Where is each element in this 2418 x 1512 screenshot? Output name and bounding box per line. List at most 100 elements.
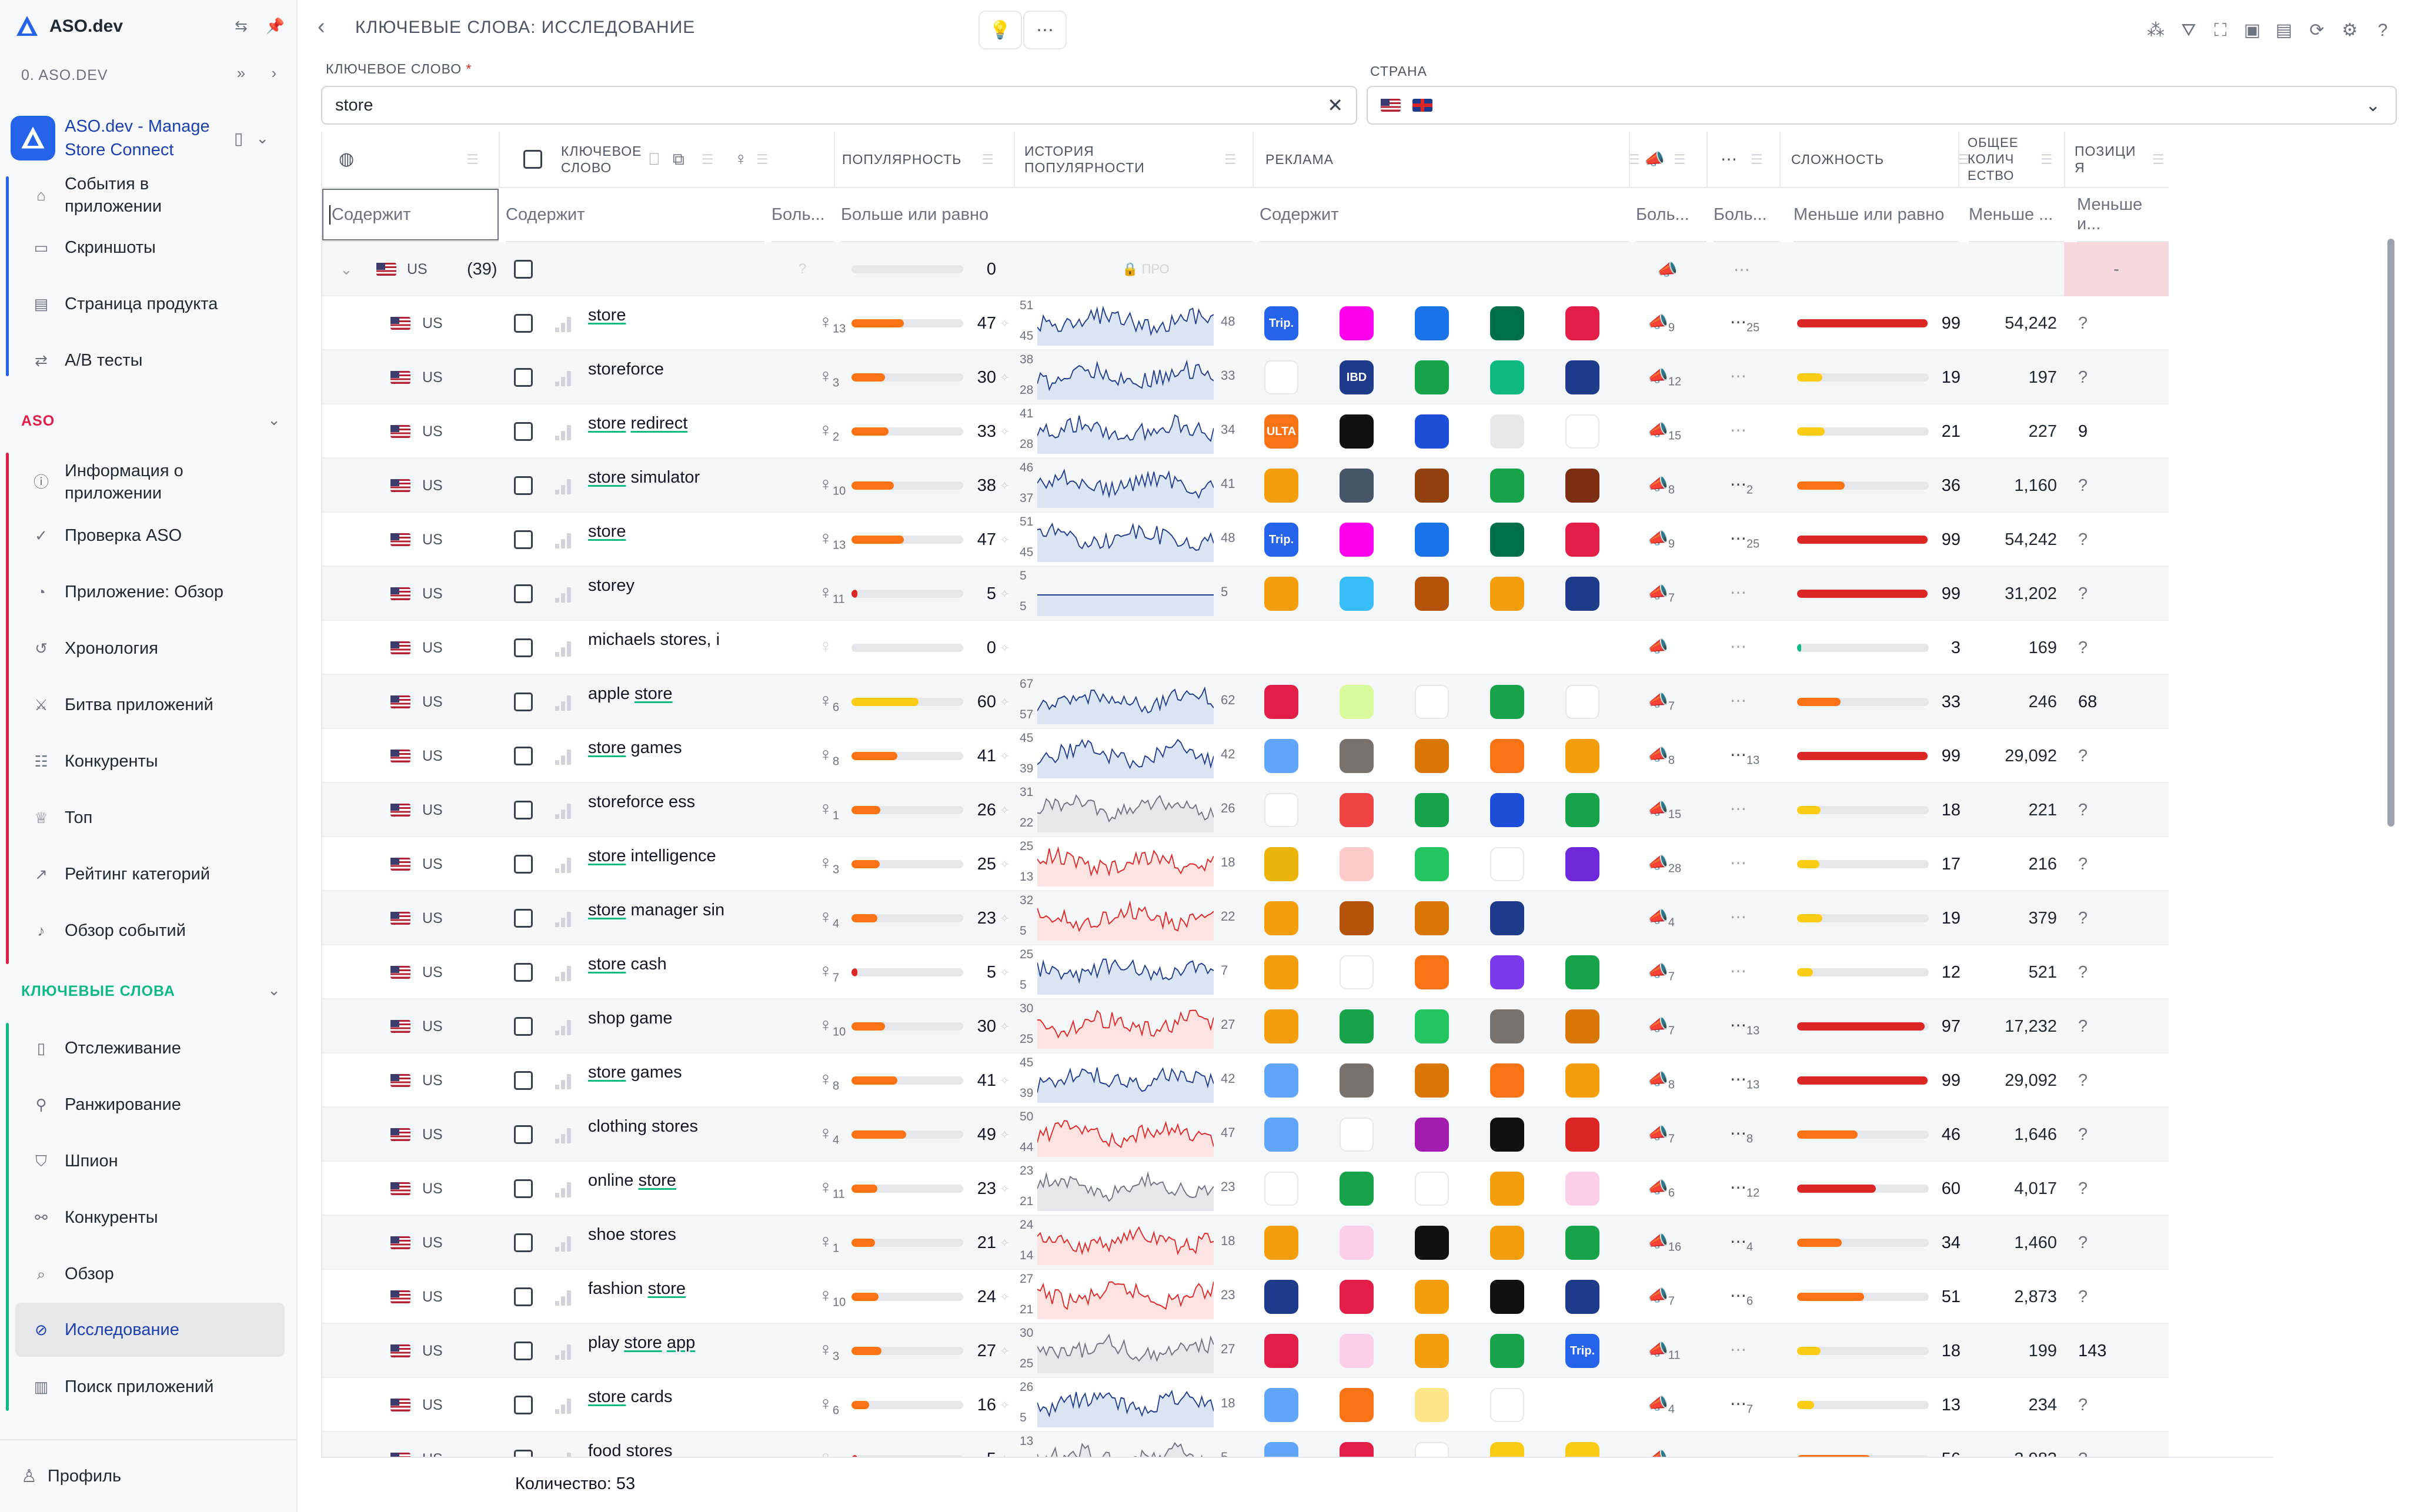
ad-app-icon[interactable] (1264, 469, 1298, 503)
col-total[interactable]: ОБЩЕЕ КОЛИЧ ЕСТВО ☰ (1958, 132, 2064, 188)
table-row[interactable]: US store redirect ♀2 33 ✧ 41 28 34 ULTA 📣15 ⋯ 21… (322, 404, 2169, 459)
more-icon[interactable]: ⋯6 (1730, 1286, 1754, 1308)
more-icon[interactable]: ⋯7 (1730, 1394, 1754, 1416)
table-row[interactable]: US online store ♀11 23 ✧ 23 21 23 📣6 ⋯12 60 4,01… (322, 1162, 2169, 1216)
ad-app-icon[interactable] (1490, 306, 1524, 340)
chevron-down-icon[interactable]: ⌄ (2365, 95, 2380, 115)
table-row[interactable]: US store games ♀8 41 ✧ 45 39 42 📣8 ⋯13 99 29,092… (322, 729, 2169, 783)
row-checkbox-cell[interactable] (514, 621, 533, 675)
ad-app-icon[interactable] (1340, 955, 1374, 989)
section-aso[interactable]: ASO (21, 413, 55, 429)
ad-app-icon[interactable] (1415, 469, 1449, 503)
table-row[interactable]: US shoe stores ♀1 21 ✧ 24 14 18 📣16 ⋯4 34 1,460? (322, 1216, 2169, 1270)
ad-app-icon[interactable] (1415, 1009, 1449, 1043)
ad-app-icon[interactable] (1340, 1118, 1374, 1152)
keyword-text[interactable]: clothing stores (588, 1117, 698, 1136)
ad-app-icon[interactable]: Trip. (1264, 523, 1298, 557)
row-checkbox-cell[interactable] (514, 296, 533, 350)
filter-more[interactable]: Боль... (1714, 188, 1779, 242)
filter-total[interactable]: Меньше ... (1969, 188, 2064, 242)
bulb-icon[interactable]: ♀8 (819, 1068, 840, 1093)
keyword-input[interactable]: store ✕ (321, 86, 1357, 125)
row-checkbox[interactable] (514, 1342, 533, 1360)
ad-app-icon[interactable] (1264, 955, 1298, 989)
ad-app-icon[interactable] (1415, 306, 1449, 340)
nav-item-research[interactable]: ⊘ Исследование (15, 1303, 285, 1357)
export-icon[interactable]: ▤ (2275, 21, 2293, 40)
ad-app-icon[interactable] (1490, 685, 1524, 719)
bulb-icon[interactable]: ♀10 (819, 1013, 846, 1039)
megaphone-icon[interactable]: 📣9 (1648, 312, 1675, 334)
menu-icon[interactable]: ☰ (466, 152, 479, 167)
row-checkbox-cell[interactable] (514, 1378, 533, 1432)
table-row[interactable]: US store intelligence ♀3 25 ✧ 25 13 18 📣28 ⋯ 17… (322, 837, 2169, 891)
keyword-text[interactable]: store (588, 306, 626, 325)
ad-app-icon[interactable] (1415, 1280, 1449, 1314)
table-row[interactable]: US storeforce ♀3 30 ✧ 38 28 33 IBD 📣12 ⋯ 19 197? (322, 350, 2169, 404)
row-checkbox[interactable] (514, 422, 533, 441)
keyword-text[interactable]: store cards (588, 1387, 673, 1406)
row-checkbox-cell[interactable] (514, 945, 533, 999)
bulb-icon[interactable]: ♀7 (819, 959, 840, 985)
ad-app-icon[interactable] (1340, 414, 1374, 449)
chevron-right-icon[interactable]: › (271, 64, 277, 82)
menu-icon[interactable]: ☰ (1224, 152, 1237, 167)
megaphone-icon[interactable]: 📣8 (1648, 1069, 1675, 1092)
clear-icon[interactable]: ✕ (1327, 95, 1343, 116)
ad-app-icon[interactable] (1340, 1334, 1374, 1368)
nav-item-battle[interactable]: ⚔ Битва приложений (15, 690, 285, 720)
bookmarks-icon[interactable]: ⧉ (672, 150, 685, 168)
ad-app-icon[interactable] (1340, 901, 1374, 935)
ad-app-icon[interactable] (1264, 793, 1298, 827)
filter-keyword[interactable]: Содержит (506, 188, 764, 242)
ad-app-icon[interactable] (1565, 523, 1599, 557)
nav-item-ranking[interactable]: ⚲ Ранжирование (15, 1090, 285, 1119)
menu-icon[interactable]: ☰ (1957, 152, 1970, 167)
filter-popularity[interactable]: Больше или равно (841, 188, 1014, 242)
ad-app-icon[interactable] (1415, 685, 1449, 719)
keyword-text[interactable]: apple store (588, 684, 673, 703)
col-difficulty[interactable]: СЛОЖНОСТЬ ☰ (1779, 132, 1969, 188)
keyword-text[interactable]: storeforce (588, 360, 664, 379)
cluster-icon[interactable]: ⁂ (2147, 21, 2165, 40)
row-checkbox[interactable] (514, 855, 533, 874)
more-icon[interactable]: ⋯8 (1730, 1123, 1754, 1146)
table-row[interactable]: US store manager sin ♀4 23 ✧ 32 5 22 📣4 ⋯ 19 379… (322, 891, 2169, 945)
more-icon[interactable]: ⋯ (1730, 366, 1746, 385)
ad-app-icon[interactable] (1264, 1280, 1298, 1314)
megaphone-icon[interactable]: 📣11 (1648, 1340, 1681, 1362)
megaphone-icon[interactable]: 📣28 (1648, 853, 1682, 875)
bulb-icon[interactable]: ♀4 (819, 1122, 840, 1147)
nav-item-aso-check[interactable]: ✓ Проверка ASO (15, 521, 285, 550)
bulb-icon[interactable]: ♀11 (819, 581, 845, 606)
ad-app-icon[interactable]: Trip. (1264, 306, 1298, 340)
keyword-text[interactable]: store games (588, 1063, 682, 1082)
ad-app-icon[interactable] (1490, 360, 1524, 394)
ad-app-icon[interactable] (1565, 414, 1599, 449)
row-checkbox-cell[interactable] (514, 513, 533, 567)
row-checkbox-cell[interactable] (514, 891, 533, 945)
ad-app-icon[interactable] (1490, 1280, 1524, 1314)
country-select[interactable]: ⌄ (1367, 86, 2397, 125)
more-icon[interactable]: ⋯13 (1730, 1069, 1760, 1092)
ad-app-icon[interactable] (1490, 793, 1524, 827)
row-checkbox[interactable] (514, 963, 533, 982)
megaphone-icon[interactable]: 📣9 (1648, 528, 1675, 551)
more-icon[interactable]: ⋯25 (1730, 312, 1760, 334)
bulb-icon[interactable]: ♀6 (819, 689, 840, 714)
col-position[interactable]: ПОЗИЦИ Я ☰ (2064, 132, 2169, 188)
row-checkbox-cell[interactable] (514, 999, 533, 1053)
nav-item-competitors[interactable]: ☷ Конкуренты (15, 747, 285, 776)
row-checkbox[interactable] (514, 909, 533, 928)
bulb-icon[interactable]: ♀13 (819, 310, 846, 336)
more-icon[interactable]: ⋯ (1730, 853, 1746, 872)
ad-app-icon[interactable] (1565, 577, 1599, 611)
row-checkbox-cell[interactable] (514, 1324, 533, 1378)
filter-country-input[interactable]: Содержит (329, 205, 411, 225)
back-icon[interactable]: ‹ (318, 14, 325, 39)
ad-app-icon[interactable] (1490, 739, 1524, 773)
ad-app-icon[interactable] (1264, 1226, 1298, 1260)
menu-icon[interactable]: ☰ (756, 152, 769, 167)
menu-icon[interactable]: ☰ (701, 152, 714, 167)
nav-item-screenshots[interactable]: ▭ Скриншоты (15, 233, 285, 262)
